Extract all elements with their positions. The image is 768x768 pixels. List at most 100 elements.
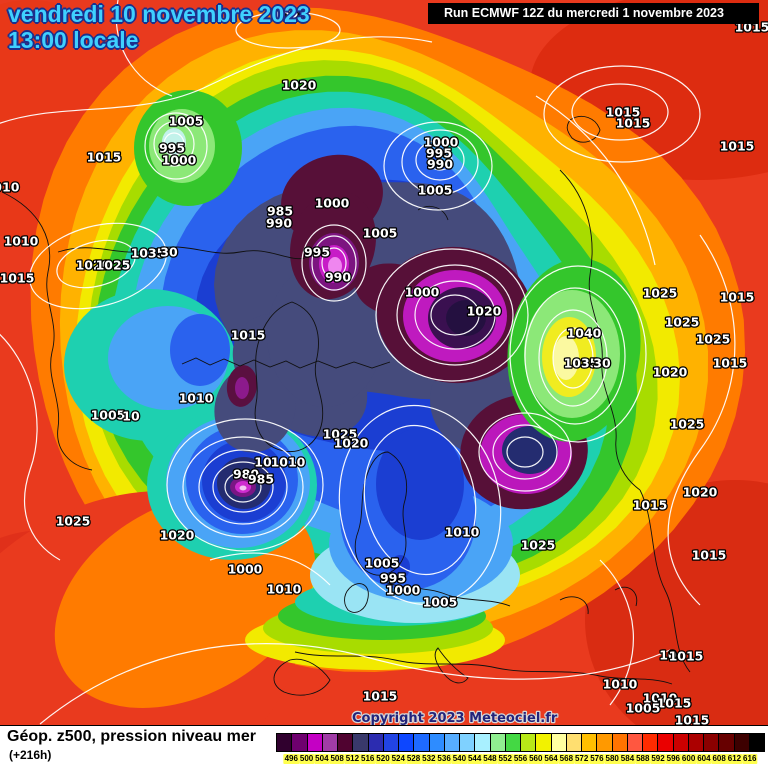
legend-value: 576 <box>589 754 605 764</box>
pressure-label: 30 <box>160 245 178 260</box>
color-legend: 496 500 504 508 512 516 520 524 528 532 536 540 544 5… <box>276 733 765 767</box>
pressure-label: 1005 <box>423 595 458 610</box>
pressure-label: 1025 <box>696 332 731 347</box>
legend-swatch <box>673 734 689 751</box>
legend-value: 616 <box>742 754 758 764</box>
pressure-label: 1020 <box>334 436 369 451</box>
pressure-label: 995 <box>426 146 452 161</box>
legend-swatch <box>368 734 384 751</box>
map-area: 1025 1015 1020 1015 1005 995 1000 1015 1015 1015 1… <box>0 0 768 725</box>
pressure-label: 10 <box>659 648 677 663</box>
legend-swatch <box>643 734 659 751</box>
pressure-label: 1035 <box>131 246 166 261</box>
legend-swatch <box>627 734 643 751</box>
pressure-label: 1010 <box>643 691 678 706</box>
legend-value: 612 <box>726 754 743 764</box>
pressure-label: 1020 <box>76 258 111 273</box>
pressure-label: 1010 <box>603 677 638 692</box>
pressure-label: 990 <box>266 216 292 231</box>
legend-swatch <box>597 734 613 751</box>
legend-value: 524 <box>390 754 406 764</box>
valid-date-overlay: vendredi 10 novembre 2023 13:00 locale <box>8 1 310 53</box>
coastlines <box>1 116 691 696</box>
legend-swatch <box>277 734 293 751</box>
pressure-label: 1015 <box>633 498 668 513</box>
copyright-text: Copyright 2023 Meteociel.fr <box>352 711 558 725</box>
legend-value: 588 <box>635 754 651 764</box>
pressure-label: 1005 <box>91 408 126 423</box>
pressure-label: 995 <box>380 571 406 586</box>
legend-swatch <box>704 734 720 751</box>
legend-swatch <box>734 734 750 751</box>
legend-values: 496 500 504 508 512 516 520 524 528 532 536 540 544 5… <box>276 754 765 766</box>
pressure-label: 10 <box>122 409 140 424</box>
legend-value: 504 <box>314 754 330 764</box>
legend-swatch <box>582 734 598 751</box>
legend-value: 592 <box>650 754 666 764</box>
legend-swatch <box>383 734 399 751</box>
pressure-label: 1000 <box>315 196 350 211</box>
legend-swatch <box>612 734 628 751</box>
pressure-label: 1025 <box>643 286 678 301</box>
pressure-label: 995 <box>159 141 185 156</box>
pressure-label: 995 <box>304 245 330 260</box>
legend-value: 516 <box>360 754 376 764</box>
pressure-label: 1020 <box>653 365 688 380</box>
legend-swatch <box>444 734 460 751</box>
pressure-label: 985 <box>267 204 293 219</box>
legend-swatch <box>322 734 338 751</box>
pressure-label: 1015 <box>675 713 710 726</box>
pressure-label: 1010 <box>267 582 302 597</box>
legend-value: 512 <box>344 754 361 764</box>
legend-swatch <box>460 734 476 751</box>
legend-value: 572 <box>573 754 590 764</box>
pressure-label: 1010 <box>445 525 480 540</box>
pressure-label: 1025 <box>521 538 556 553</box>
legend-value: 552 <box>497 754 513 764</box>
legend-swatch <box>307 734 323 751</box>
pressure-label: 1015 <box>669 649 704 664</box>
footer-bar: Géop. z500, pression niveau mer (+216h) … <box>0 725 768 768</box>
pressure-label: 1025 <box>56 514 91 529</box>
pressure-label: 1015 <box>231 328 266 343</box>
legend-swatch <box>429 734 445 751</box>
pressure-label: 1010 <box>271 455 306 470</box>
pressure-label: 1005 <box>365 556 400 571</box>
pressure-label: 1020 <box>160 528 195 543</box>
pressure-label: 1005 <box>169 114 204 129</box>
legend-value: 604 <box>696 754 712 764</box>
legend-swatch <box>353 734 369 751</box>
pressure-label: 990 <box>427 157 453 172</box>
pressure-label: 30 <box>593 356 611 371</box>
pressure-label: 1015 <box>720 290 755 305</box>
pressure-label: 1015 <box>606 105 641 120</box>
legend-value: 564 <box>543 754 559 764</box>
pressure-label: 1000 <box>228 562 263 577</box>
pressure-label: 1005 <box>626 701 661 716</box>
legend-swatch <box>658 734 674 751</box>
legend-value: 596 <box>665 754 681 764</box>
pressure-label: 1020 <box>683 485 718 500</box>
legend-value: 580 <box>604 754 620 764</box>
legend-swatches <box>276 733 765 752</box>
legend-value: 584 <box>619 754 636 764</box>
pressure-label: 985 <box>248 472 274 487</box>
valid-date-line: vendredi 10 novembre 2023 <box>8 1 310 27</box>
run-info-text: Run ECMWF 12Z du mercredi 1 novembre 202… <box>444 6 724 20</box>
legend-swatch <box>505 734 521 751</box>
pressure-label: 1040 <box>567 326 602 341</box>
pressure-label: 10 <box>254 455 272 470</box>
pressure-label: 1005 <box>363 226 398 241</box>
legend-swatch <box>475 734 491 751</box>
pressure-label: 1015 <box>720 139 755 154</box>
pressure-label: 1015 <box>616 116 651 131</box>
legend-swatch <box>536 734 552 751</box>
legend-swatch <box>414 734 430 751</box>
pressure-label: 1015 <box>363 689 398 704</box>
pressure-label: 1000 <box>162 153 197 168</box>
pressure-label: 1010 <box>179 391 214 406</box>
pressure-label: 1015 <box>713 356 748 371</box>
pressure-label: 1010 <box>4 234 39 249</box>
